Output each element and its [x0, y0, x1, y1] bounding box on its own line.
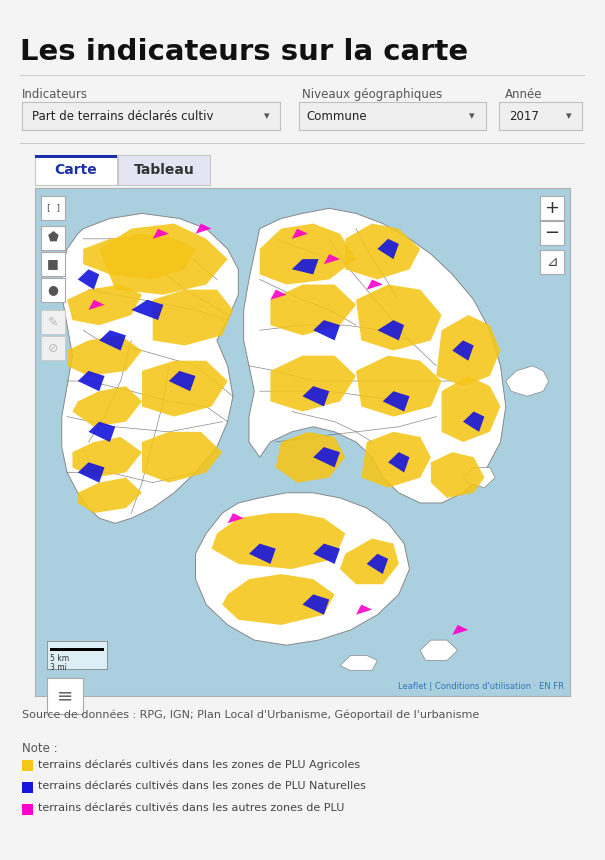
Polygon shape — [169, 371, 195, 391]
Text: terrains déclarés cultivés dans les zones de PLU Agricoles: terrains déclarés cultivés dans les zone… — [38, 759, 360, 770]
Polygon shape — [222, 574, 335, 625]
Polygon shape — [249, 544, 276, 564]
Polygon shape — [463, 467, 495, 488]
Polygon shape — [99, 330, 126, 351]
Text: terrains déclarés cultivés dans les autres zones de PLU: terrains déclarés cultivés dans les autr… — [38, 803, 344, 813]
Polygon shape — [431, 452, 485, 498]
Polygon shape — [356, 285, 442, 351]
Polygon shape — [378, 320, 404, 341]
Polygon shape — [383, 391, 410, 412]
Polygon shape — [367, 554, 388, 574]
Text: Source de données : RPG, IGN; Plan Local d'Urbanisme, Géoportail de l'urbanisme: Source de données : RPG, IGN; Plan Local… — [22, 710, 479, 721]
Polygon shape — [420, 640, 457, 660]
Polygon shape — [78, 477, 142, 513]
Polygon shape — [62, 213, 238, 523]
Polygon shape — [292, 259, 319, 274]
Text: ⊘: ⊘ — [48, 341, 58, 354]
Text: Commune: Commune — [307, 109, 367, 122]
Text: ✎: ✎ — [48, 316, 58, 329]
Polygon shape — [78, 269, 99, 290]
Polygon shape — [142, 360, 227, 416]
Polygon shape — [212, 513, 345, 569]
Polygon shape — [270, 356, 356, 412]
Polygon shape — [152, 290, 233, 346]
Text: −: − — [544, 224, 560, 242]
Polygon shape — [388, 452, 410, 472]
Polygon shape — [356, 605, 372, 615]
Polygon shape — [73, 437, 142, 477]
Polygon shape — [78, 371, 105, 391]
Text: ▾: ▾ — [469, 111, 475, 121]
Text: ≡: ≡ — [57, 686, 73, 705]
Text: ⬟: ⬟ — [48, 231, 59, 244]
Text: Année: Année — [505, 88, 543, 101]
Polygon shape — [442, 376, 500, 442]
Polygon shape — [152, 229, 169, 239]
Polygon shape — [345, 224, 420, 280]
Text: Indicateurs: Indicateurs — [22, 88, 88, 101]
Text: 5 km: 5 km — [50, 654, 69, 662]
Polygon shape — [260, 224, 356, 285]
Polygon shape — [88, 300, 105, 310]
Text: Niveaux géographiques: Niveaux géographiques — [302, 88, 442, 101]
Text: Leaflet | Conditions d'utilisation · EN FR: Leaflet | Conditions d'utilisation · EN … — [398, 682, 564, 691]
Polygon shape — [195, 493, 410, 645]
Polygon shape — [378, 239, 399, 259]
Polygon shape — [313, 320, 340, 341]
Polygon shape — [142, 432, 222, 482]
Polygon shape — [83, 234, 195, 280]
Polygon shape — [227, 513, 244, 523]
Text: 3 mi: 3 mi — [50, 663, 67, 673]
Text: Les indicateurs sur la carte: Les indicateurs sur la carte — [20, 38, 468, 66]
Bar — [50, 648, 104, 651]
Text: Part de terrains déclarés cultiv: Part de terrains déclarés cultiv — [32, 109, 214, 122]
Polygon shape — [367, 280, 383, 290]
Polygon shape — [313, 544, 340, 564]
Polygon shape — [340, 655, 378, 671]
Text: ⊿: ⊿ — [546, 255, 558, 269]
Text: ●: ● — [48, 284, 59, 297]
Polygon shape — [506, 366, 549, 396]
Polygon shape — [270, 290, 286, 300]
Polygon shape — [67, 335, 142, 376]
Polygon shape — [67, 285, 142, 325]
Polygon shape — [78, 463, 105, 482]
Polygon shape — [463, 412, 485, 432]
Polygon shape — [270, 285, 356, 335]
Polygon shape — [244, 208, 506, 503]
Polygon shape — [453, 341, 474, 360]
Text: terrains déclarés cultivés dans les zones de PLU Naturelles: terrains déclarés cultivés dans les zone… — [38, 781, 366, 791]
Polygon shape — [73, 386, 142, 427]
Text: Tableau: Tableau — [134, 163, 194, 177]
Polygon shape — [324, 254, 340, 264]
Polygon shape — [356, 356, 442, 416]
Text: ▾: ▾ — [264, 111, 270, 121]
Polygon shape — [436, 315, 500, 386]
Text: ■: ■ — [47, 257, 59, 271]
Polygon shape — [340, 538, 399, 584]
Polygon shape — [302, 386, 329, 407]
Text: [ ]: [ ] — [45, 204, 61, 212]
Polygon shape — [276, 432, 345, 482]
Polygon shape — [88, 421, 115, 442]
Text: 2017: 2017 — [509, 109, 539, 122]
Polygon shape — [453, 625, 468, 635]
Text: Carte: Carte — [54, 163, 97, 177]
Polygon shape — [361, 432, 431, 488]
Polygon shape — [131, 300, 163, 320]
Polygon shape — [195, 224, 212, 234]
Text: ▾: ▾ — [566, 111, 572, 121]
Text: +: + — [544, 199, 560, 217]
Polygon shape — [292, 229, 308, 239]
Polygon shape — [99, 224, 227, 295]
Polygon shape — [313, 447, 340, 467]
Polygon shape — [302, 594, 329, 615]
Text: Note :: Note : — [22, 742, 57, 755]
